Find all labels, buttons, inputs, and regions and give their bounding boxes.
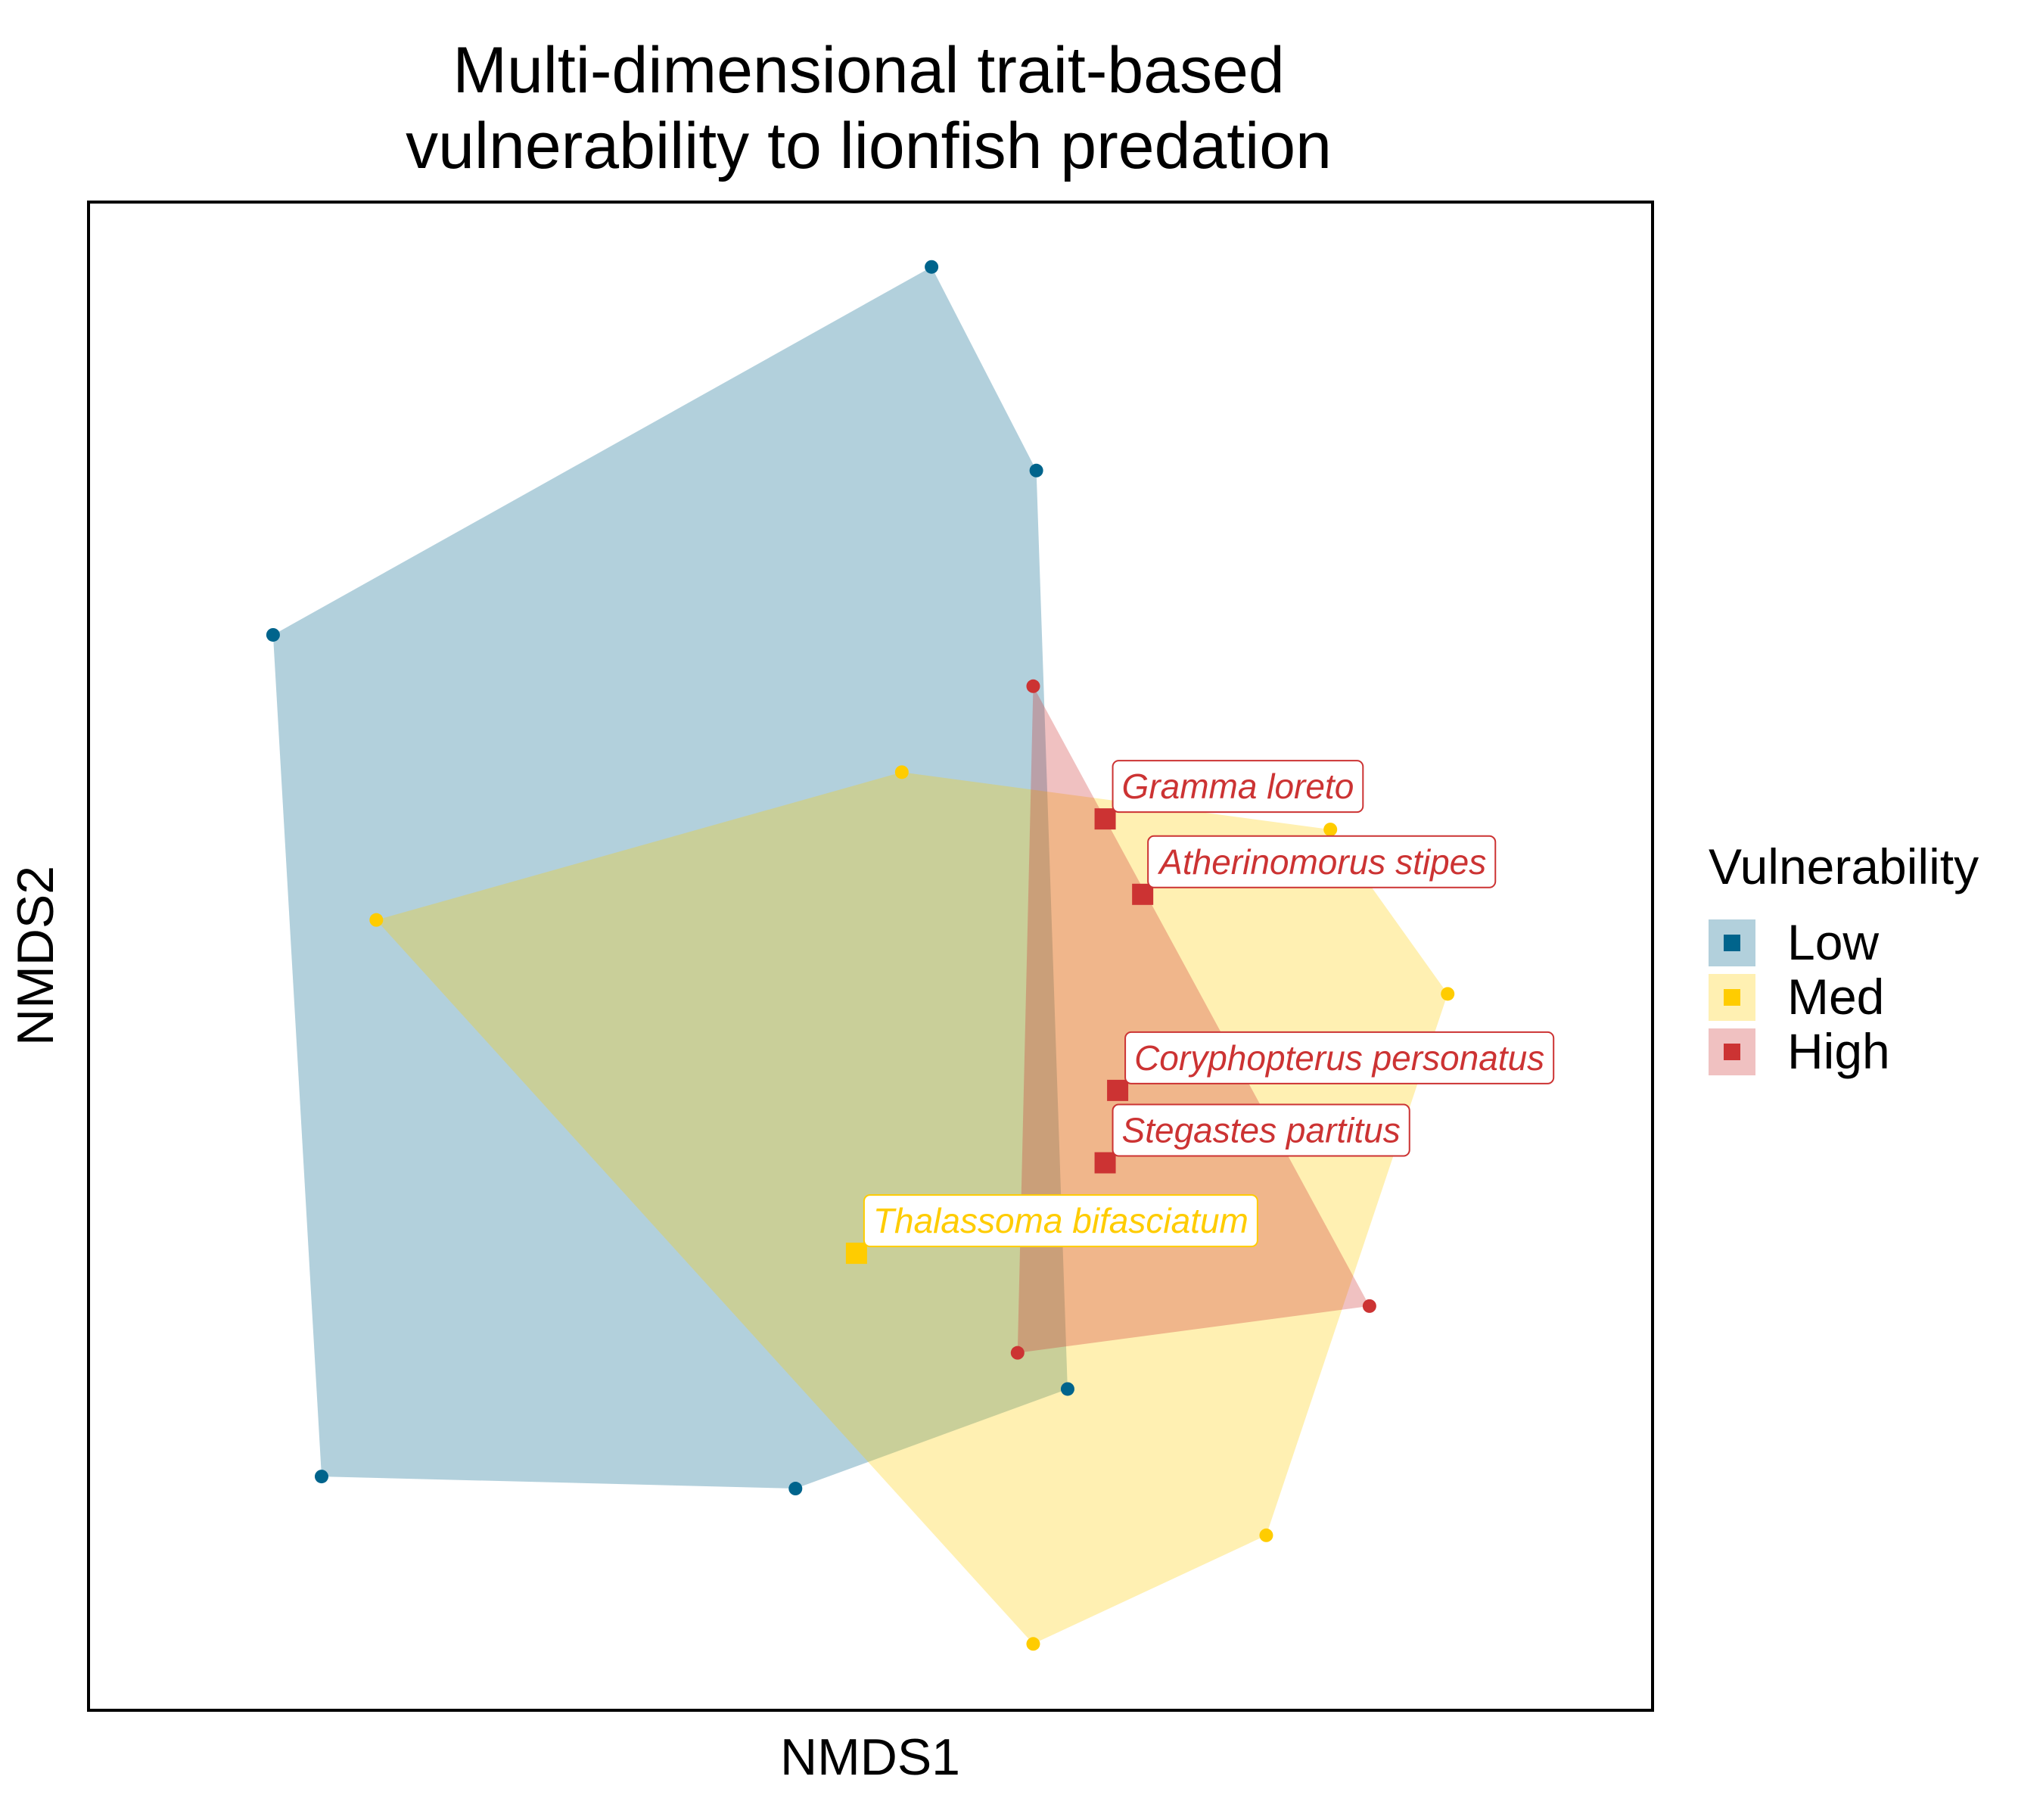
label-gramma-loreto: Gramma loreto — [1112, 760, 1364, 814]
chart-title-line-2: vulnerability to lionfish predation — [406, 110, 1332, 182]
label-text-thalassoma-bifasciatum: Thalassoma bifasciatum — [873, 1201, 1248, 1240]
legend-label-low: Low — [1787, 914, 1879, 970]
label-atherinomorus-stipes: Atherinomorus stipes — [1147, 835, 1497, 888]
point-low-5 — [266, 627, 280, 642]
point-high-1 — [1362, 1299, 1376, 1313]
point-low-0 — [925, 260, 939, 274]
marker-thalassoma-bifasciatum — [845, 1243, 867, 1265]
legend-label-med: Med — [1787, 969, 1884, 1025]
legend-swatch-low — [1724, 935, 1740, 951]
point-low-3 — [788, 1482, 803, 1496]
point-med-5 — [369, 913, 384, 927]
label-text-gramma-loreto: Gramma loreto — [1122, 767, 1354, 806]
label-box-atherinomorus-stipes — [1147, 835, 1497, 888]
label-box-gramma-loreto — [1112, 760, 1364, 814]
chart-title-line-1: Multi-dimensional trait-based — [452, 34, 1284, 107]
label-box-coryphopterus-personatus — [1124, 1031, 1555, 1084]
legend-title: Vulnerability — [1709, 838, 1979, 894]
label-thalassoma-bifasciatum: Thalassoma bifasciatum — [863, 1194, 1258, 1248]
label-coryphopterus-personatus: Coryphopterus personatus — [1124, 1031, 1555, 1084]
label-text-stegastes-partitus: Stegastes partitus — [1122, 1111, 1401, 1150]
point-med-2 — [1441, 987, 1455, 1001]
label-stegastes-partitus: Stegastes partitus — [1112, 1103, 1410, 1157]
label-text-coryphopterus-personatus: Coryphopterus personatus — [1134, 1038, 1544, 1078]
hull-high — [1017, 686, 1370, 1353]
hull-low — [272, 266, 1068, 1489]
point-low-4 — [314, 1470, 328, 1484]
marker-atherinomorus-stipes — [1132, 883, 1154, 905]
legend-swatch-med — [1724, 989, 1740, 1006]
label-text-atherinomorus-stipes: Atherinomorus stipes — [1157, 842, 1486, 882]
point-high-2 — [1010, 1346, 1025, 1360]
legend-label-high: High — [1787, 1023, 1890, 1079]
point-med-3 — [1259, 1528, 1273, 1542]
marker-gramma-loreto — [1094, 808, 1116, 830]
plot-border — [87, 201, 1654, 1712]
marker-stegastes-partitus — [1094, 1152, 1116, 1174]
point-med-0 — [894, 765, 909, 779]
point-med-4 — [1026, 1637, 1040, 1651]
plot-area: Thalassoma bifasciatum Gramma loreto Ather… — [266, 260, 1555, 1651]
marker-coryphopterus-personatus — [1107, 1079, 1129, 1101]
y-axis-title: NMDS2 — [7, 866, 64, 1046]
point-high-0 — [1026, 679, 1040, 693]
x-axis-title: NMDS1 — [780, 1728, 960, 1786]
point-low-1 — [1029, 463, 1043, 478]
label-box-thalassoma-bifasciatum — [863, 1194, 1258, 1248]
legend-swatch-high — [1724, 1044, 1740, 1060]
point-med-1 — [1323, 823, 1338, 837]
label-box-stegastes-partitus — [1112, 1103, 1410, 1157]
point-low-2 — [1060, 1382, 1074, 1396]
